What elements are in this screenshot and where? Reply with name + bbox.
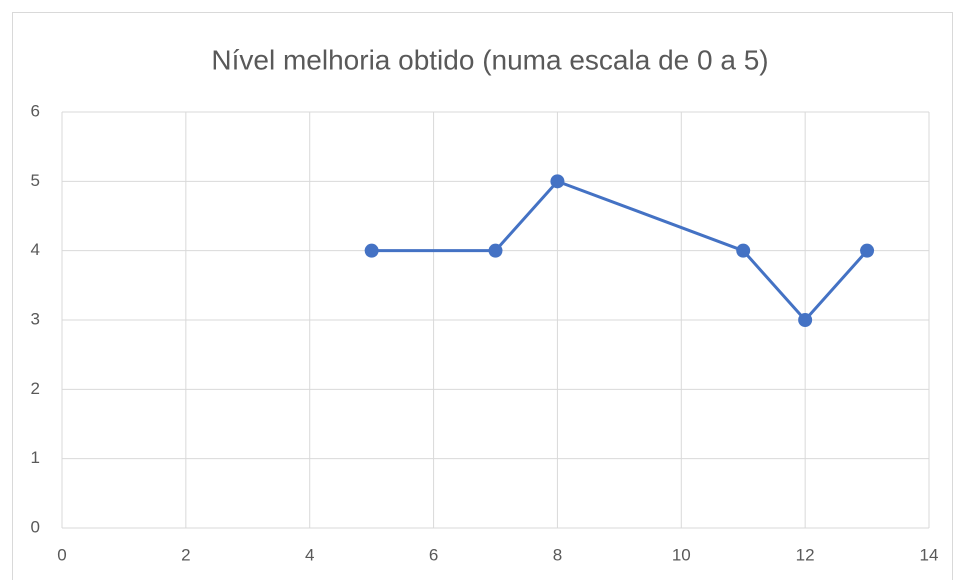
x-tick-label: 4 bbox=[305, 545, 314, 564]
x-tick-label: 6 bbox=[429, 545, 438, 564]
marker bbox=[860, 243, 875, 258]
y-tick-label: 3 bbox=[31, 309, 40, 328]
chart-border bbox=[12, 12, 953, 580]
marker bbox=[488, 243, 503, 258]
x-tick-label: 2 bbox=[181, 545, 190, 564]
x-tick-label: 12 bbox=[796, 545, 815, 564]
x-tick-label: 10 bbox=[672, 545, 691, 564]
y-tick-label: 2 bbox=[31, 379, 40, 398]
marker bbox=[364, 243, 379, 258]
x-tick-label: 0 bbox=[57, 545, 66, 564]
chart-title: Nível melhoria obtido (numa escala de 0 … bbox=[211, 44, 768, 75]
y-tick-label: 5 bbox=[31, 171, 40, 190]
x-tick-label: 8 bbox=[553, 545, 562, 564]
marker bbox=[736, 243, 751, 258]
x-tick-label: 14 bbox=[920, 545, 939, 564]
marker bbox=[550, 174, 565, 189]
y-tick-label: 1 bbox=[31, 448, 40, 467]
y-tick-label: 0 bbox=[31, 517, 40, 536]
marker bbox=[798, 313, 813, 327]
y-tick-label: 4 bbox=[31, 240, 40, 259]
line bbox=[371, 179, 869, 323]
y-tick-label: 6 bbox=[31, 101, 40, 120]
